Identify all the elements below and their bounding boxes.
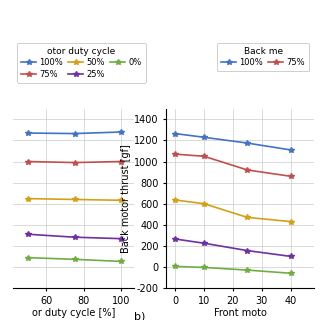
Y-axis label: Back motor thrust [gf]: Back motor thrust [gf] [121,144,131,253]
Text: b): b) [134,311,145,320]
X-axis label: Front moto: Front moto [213,308,267,318]
X-axis label: or duty cycle [%]: or duty cycle [%] [32,308,115,318]
Legend: 100%, 75%: 100%, 75% [217,43,309,71]
Legend: 100%, 75%, 50%, 25%, 0%: 100%, 75%, 50%, 25%, 0% [17,43,146,83]
